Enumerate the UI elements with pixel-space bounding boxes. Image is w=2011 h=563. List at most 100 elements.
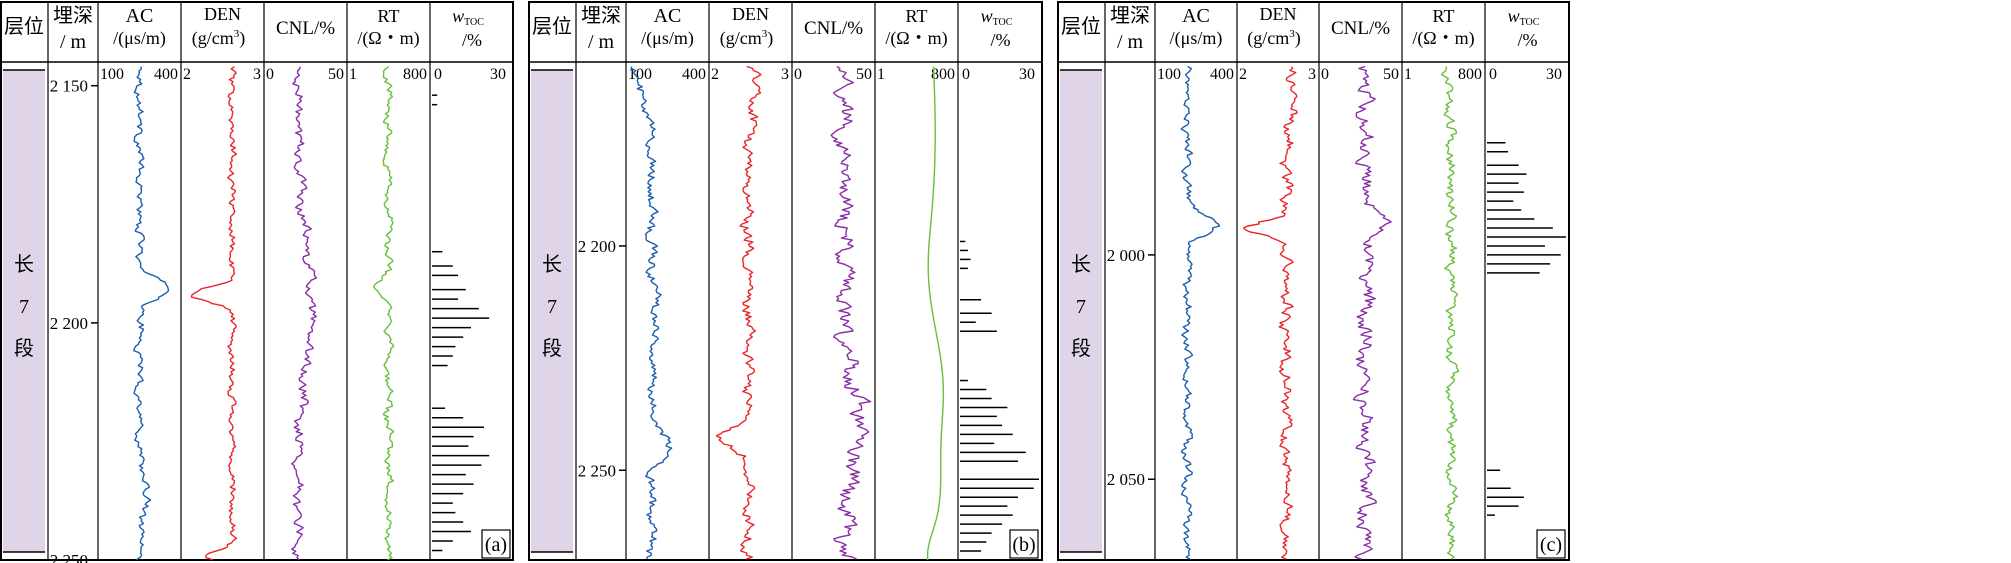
toc-min-label: 0 bbox=[1489, 66, 1497, 83]
toc-min-label: 0 bbox=[434, 66, 442, 83]
panel-label-box bbox=[481, 529, 511, 559]
header-rt-unit: /(Ω・m) bbox=[1412, 28, 1474, 49]
header-depth-unit: / m bbox=[588, 31, 615, 53]
header-toc: wTOC bbox=[1508, 6, 1540, 28]
formation-zone bbox=[1060, 70, 1102, 552]
ac-curve bbox=[133, 66, 170, 561]
panel-label: (a) bbox=[485, 534, 507, 556]
depth-tick-label: 2 200 bbox=[578, 237, 616, 256]
track-max-label: 800 bbox=[403, 66, 427, 83]
formation-label-char: 长 bbox=[14, 253, 34, 276]
den-unit-sup: 3 bbox=[1289, 28, 1295, 40]
header-rt: RT bbox=[906, 6, 928, 26]
track-min-label: 2 bbox=[711, 66, 719, 83]
header-den: DEN bbox=[204, 4, 241, 24]
den-unit-base: (g/cm bbox=[1247, 28, 1289, 49]
panel-label: (b) bbox=[1012, 534, 1035, 556]
header-formation: 层位 bbox=[1061, 15, 1101, 38]
formation-label-char: 7 bbox=[547, 296, 557, 318]
header-rt-unit: /(Ω・m) bbox=[885, 28, 947, 49]
rt-curve bbox=[373, 66, 395, 561]
track-max-label: 400 bbox=[154, 66, 178, 83]
den-curve bbox=[715, 65, 762, 560]
formation-label-char: 长 bbox=[542, 253, 562, 276]
formation-zone bbox=[3, 70, 45, 552]
toc-max-label: 30 bbox=[1546, 66, 1562, 83]
track-max-label: 50 bbox=[856, 66, 872, 83]
track-min-label: 2 bbox=[1239, 66, 1247, 83]
track-min-label: 0 bbox=[1321, 66, 1329, 83]
rt-curve bbox=[926, 66, 945, 561]
den-curve bbox=[1242, 66, 1298, 560]
log-panel-1: 层位 埋深/ mAC/(μs/m)DEN(g/cm3) CNL/%RT/(Ω・m)w… bbox=[0, 1, 514, 563]
header-den: DEN bbox=[732, 4, 769, 24]
den-unit-close: ) bbox=[1295, 28, 1301, 49]
track-max-label: 50 bbox=[1383, 66, 1399, 83]
den-curve bbox=[190, 66, 238, 561]
toc-subscript: TOC bbox=[993, 17, 1013, 28]
depth-tick-label: 2 250 bbox=[578, 461, 616, 480]
toc-symbol: w bbox=[452, 6, 464, 26]
toc-max-label: 30 bbox=[490, 66, 506, 83]
panel-frame bbox=[528, 1, 1043, 561]
depth-tick-label: 2 250 bbox=[50, 551, 88, 563]
toc-subscript: TOC bbox=[464, 17, 484, 28]
header-ac: AC bbox=[1182, 5, 1210, 27]
formation-label-char: 段 bbox=[542, 337, 562, 360]
toc-symbol: w bbox=[981, 6, 993, 26]
header-den: DEN bbox=[1260, 4, 1297, 24]
depth-tick-label: 2 050 bbox=[1107, 470, 1145, 489]
header-cnl: CNL/% bbox=[804, 18, 863, 39]
panel-label-box bbox=[1009, 529, 1039, 559]
header-depth: 埋深 bbox=[581, 4, 621, 27]
track-min-label: 0 bbox=[266, 66, 274, 83]
depth-tick-label: 2 000 bbox=[1107, 246, 1145, 265]
den-unit-base: (g/cm bbox=[720, 28, 762, 49]
panel-label-box bbox=[1536, 529, 1566, 559]
toc-max-label: 30 bbox=[1019, 66, 1035, 83]
header-den-unit: (g/cm3) bbox=[1247, 28, 1301, 49]
formation-zone bbox=[531, 70, 573, 552]
ac-curve bbox=[1180, 65, 1221, 560]
rt-curve bbox=[1440, 66, 1460, 560]
log-panel-2: 层位 埋深 / m AC/(μs/m) DEN (g/cm3) CNL/% RT/(Ω・m) w… bbox=[528, 1, 1043, 561]
header-den-unit: (g/cm3) bbox=[720, 28, 774, 49]
header-rt: RT bbox=[378, 6, 400, 26]
header-depth: 埋深 bbox=[53, 4, 93, 27]
toc-subscript: TOC bbox=[1520, 17, 1540, 28]
track-max-label: 800 bbox=[931, 66, 955, 83]
track-min-label: 100 bbox=[1157, 66, 1181, 83]
cnl-curve bbox=[830, 65, 872, 560]
track-max-label: 50 bbox=[328, 66, 344, 83]
header-ac-unit: /(μs/m) bbox=[113, 28, 166, 49]
den-unit-sup: 3 bbox=[234, 28, 240, 40]
header-depth-unit: / m bbox=[60, 31, 87, 53]
formation-label-char: 段 bbox=[14, 337, 34, 360]
track-max-label: 400 bbox=[1210, 66, 1234, 83]
header-rt: RT bbox=[1433, 6, 1455, 26]
cnl-curve bbox=[1352, 65, 1392, 560]
den-unit-base: (g/cm bbox=[192, 28, 234, 49]
header-formation: 层位 bbox=[532, 15, 572, 38]
header-ac: AC bbox=[654, 5, 682, 27]
formation-label-char: 段 bbox=[1071, 337, 1091, 360]
track-min-label: 100 bbox=[100, 66, 124, 83]
den-unit-sup: 3 bbox=[762, 28, 768, 40]
depth-tick-label: 2 200 bbox=[50, 314, 88, 333]
panel-label: (c) bbox=[1540, 534, 1562, 556]
header-ac-unit: /(μs/m) bbox=[641, 28, 694, 49]
formation-label-char: 长 bbox=[1071, 253, 1091, 276]
header-depth-unit: / m bbox=[1117, 31, 1144, 53]
header-toc: wTOC bbox=[981, 6, 1013, 28]
track-max-label: 3 bbox=[1308, 66, 1316, 83]
header-cnl: CNL/% bbox=[276, 18, 335, 39]
den-unit-close: ) bbox=[239, 28, 245, 49]
toc-symbol: w bbox=[1508, 6, 1520, 26]
toc-min-label: 0 bbox=[962, 66, 970, 83]
header-toc: wTOC bbox=[452, 6, 484, 28]
panel-frame bbox=[1057, 1, 1570, 561]
header-formation: 层位 bbox=[4, 15, 44, 38]
track-max-label: 800 bbox=[1458, 66, 1482, 83]
track-min-label: 1 bbox=[1404, 66, 1412, 83]
